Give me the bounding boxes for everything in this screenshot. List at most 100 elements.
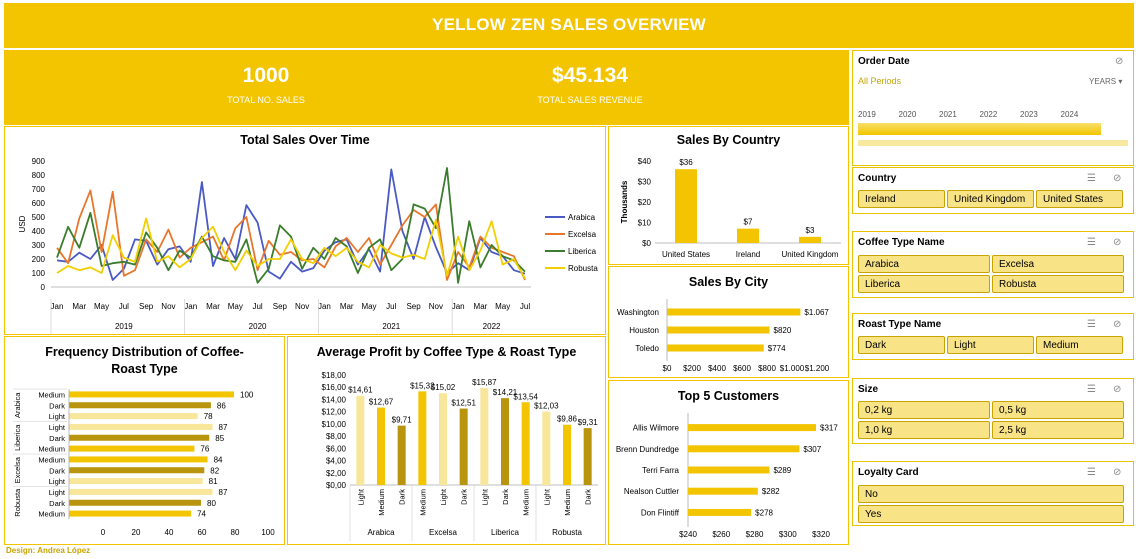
timeline-year[interactable]: 2020	[898, 110, 917, 119]
frequency-bar	[69, 488, 213, 495]
sales-by-country-title: Sales By Country	[676, 133, 781, 147]
group-label: Robusta	[13, 488, 22, 517]
series-line-robusta	[56, 217, 526, 280]
slicer-button[interactable]: No	[858, 485, 1124, 503]
hbar	[667, 308, 801, 316]
data-label: 80	[207, 499, 216, 508]
clear-filter-icon[interactable]: ⊘	[1113, 319, 1122, 330]
clear-filter-icon[interactable]: ⊘	[1113, 237, 1122, 248]
slicer-button[interactable]: 2,5 kg	[992, 421, 1124, 439]
roast-label: Dark	[49, 401, 65, 410]
frequency-bar	[69, 467, 205, 474]
sales-by-city-panel: Sales By City $1.067 Washington $820 Housto…	[608, 266, 849, 378]
x-tick-label: 80	[231, 528, 240, 537]
x-tick-label: Nov	[429, 302, 443, 311]
timeline-year[interactable]: 2019	[858, 110, 876, 119]
x-tick-label: Sep	[406, 302, 421, 311]
multi-select-icon[interactable]: ☰	[1087, 237, 1096, 248]
slicer-button[interactable]: Liberica	[858, 275, 990, 293]
x-tick-label: $320	[812, 530, 830, 539]
roast-label: Light	[49, 488, 66, 497]
x-tick-label: $240	[679, 530, 697, 539]
slicer-button[interactable]: Yes	[858, 505, 1124, 523]
x-tick-label: 20	[132, 528, 141, 537]
slicer-button[interactable]: Ireland	[858, 190, 945, 208]
order-date-slicer-title: Order Date	[858, 56, 910, 67]
order-date-level-dropdown[interactable]: YEARS ▾	[1089, 77, 1123, 86]
data-label: $12,67	[369, 398, 394, 407]
hbar	[667, 344, 764, 352]
y-axis-label: USD	[18, 215, 27, 232]
year-label: 2022	[483, 322, 501, 331]
clear-filter-icon[interactable]: ⊘	[1113, 384, 1122, 395]
slicer-button[interactable]: Light	[947, 336, 1034, 354]
sales-by-city-chart: $1.067 Washington $820 Houston $774 Toledo $0 $…	[617, 299, 830, 373]
x-tick-label: Mar	[340, 302, 354, 311]
slicer-button[interactable]: Arabica	[858, 255, 990, 273]
x-tick-label: $260	[712, 530, 730, 539]
x-tick-label: $300	[779, 530, 797, 539]
timeline-year[interactable]: 2022	[979, 110, 998, 119]
category-label: Washington	[617, 308, 659, 317]
clear-filter-icon[interactable]: ⊘	[1113, 467, 1122, 478]
top-customers-title: Top 5 Customers	[677, 389, 780, 403]
timeline-year[interactable]: 2023	[1020, 110, 1038, 119]
profit-bar	[356, 395, 365, 485]
x-tick-label: $1.000	[780, 364, 805, 373]
timeline-selection-bar[interactable]	[858, 123, 1101, 135]
slicer-button[interactable]: 1,0 kg	[858, 421, 990, 439]
country-slicer: Country ☰ ⊘ Ireland United Kingdom United …	[852, 167, 1134, 214]
slicer-button[interactable]: Robusta	[992, 275, 1124, 293]
slicer-button[interactable]: Medium	[1036, 336, 1123, 354]
roast-label: Light	[480, 488, 489, 505]
roast-label: Dark	[398, 489, 407, 505]
coffee-type-slicer-title: Coffee Type Name	[858, 237, 945, 248]
slicer-button[interactable]: Excelsa	[992, 255, 1124, 273]
sales-by-country-chart: $0 $10 $20 $30 $40 Thousands $36 United States $…	[620, 157, 841, 259]
roast-label: Medium	[38, 445, 65, 454]
x-tick-label: May	[495, 302, 510, 311]
y-tick-label: $4,00	[326, 457, 347, 466]
multi-select-icon[interactable]: ☰	[1087, 384, 1096, 395]
total-sales-label: TOTAL NO. SALES	[227, 95, 305, 105]
roast-label: Medium	[38, 390, 65, 399]
data-label: 82	[210, 466, 219, 475]
multi-select-icon[interactable]: ☰	[1087, 467, 1096, 478]
y-tick-label: $8,00	[326, 432, 347, 441]
slicer-button[interactable]: Dark	[858, 336, 945, 354]
frequency-title-line1: Frequency Distribution of Coffee-	[45, 345, 244, 359]
timeline-year[interactable]: 2021	[939, 110, 957, 119]
category-label: Ireland	[736, 250, 760, 259]
data-label: $289	[773, 466, 791, 475]
y-tick-label: $40	[638, 157, 652, 166]
data-label: $9,71	[392, 416, 413, 425]
frequency-bar	[69, 423, 213, 430]
clear-filter-icon[interactable]: ⊘	[1115, 56, 1124, 67]
slicer-button[interactable]: United States	[1036, 190, 1123, 208]
slicer-button[interactable]: 0,5 kg	[992, 401, 1124, 419]
slicer-button[interactable]: United Kingdom	[947, 190, 1034, 208]
group-label: Arabica	[367, 528, 395, 537]
slicer-button[interactable]: 0,2 kg	[858, 401, 990, 419]
timeline-year[interactable]: 2024	[1060, 110, 1079, 119]
data-label: 87	[219, 488, 228, 497]
y-tick-label: $0,00	[326, 481, 347, 490]
timeline-scrollbar[interactable]	[858, 140, 1128, 146]
data-label: $7	[744, 218, 753, 227]
roast-label: Medium	[522, 489, 531, 516]
hbar	[688, 445, 800, 453]
clear-filter-icon[interactable]: ⊘	[1113, 173, 1122, 184]
y-tick-label: $2,00	[326, 469, 347, 478]
data-label: 76	[200, 445, 209, 454]
legend-label: Robusta	[568, 264, 598, 273]
y-tick-label: $10,00	[322, 420, 347, 429]
hbar	[667, 326, 770, 334]
category-label: United States	[662, 250, 710, 259]
x-tick-label: $600	[733, 364, 751, 373]
multi-select-icon[interactable]: ☰	[1087, 319, 1096, 330]
frequency-bar	[69, 391, 234, 398]
x-tick-label: Jul	[386, 302, 396, 311]
group-label: Excelsa	[13, 456, 22, 483]
multi-select-icon[interactable]: ☰	[1087, 173, 1096, 184]
sales-over-time-title: Total Sales Over Time	[240, 133, 370, 147]
